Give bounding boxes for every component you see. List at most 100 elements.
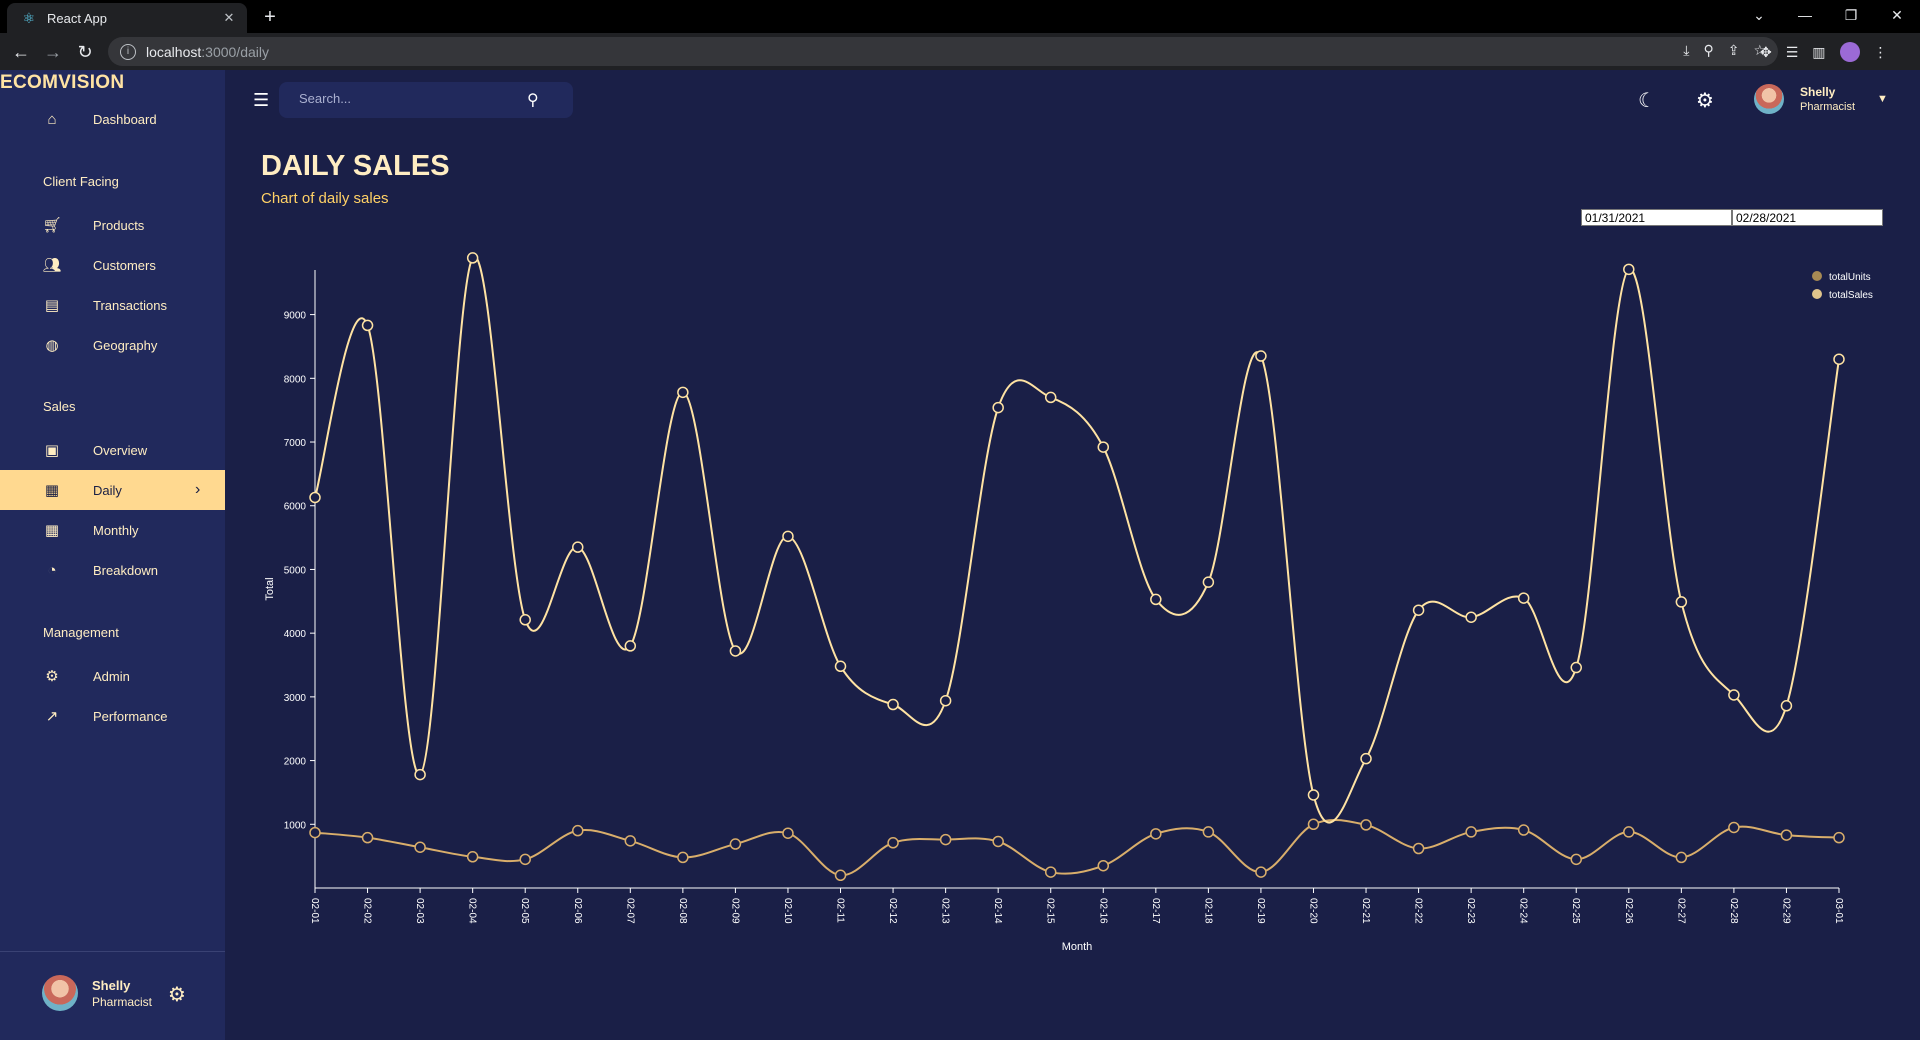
data-point-totalUnits[interactable] bbox=[1780, 829, 1793, 841]
data-point-totalSales[interactable] bbox=[414, 768, 426, 781]
search-input[interactable] bbox=[299, 91, 519, 106]
window-close-icon[interactable]: ✕ bbox=[1891, 7, 1903, 23]
sidebar-item-dashboard[interactable]: ⌂ Dashboard bbox=[0, 99, 225, 139]
tab-search-icon[interactable]: ⌄ bbox=[1753, 7, 1765, 23]
data-point-totalSales[interactable] bbox=[309, 491, 321, 504]
data-point-totalUnits[interactable] bbox=[361, 831, 374, 844]
data-point-totalUnits[interactable] bbox=[992, 835, 1004, 848]
data-point-totalSales[interactable] bbox=[834, 660, 847, 673]
sidebar-item-performance[interactable]: ↗ Performance bbox=[0, 696, 225, 736]
site-info-icon[interactable]: i bbox=[120, 43, 136, 60]
side-panel-icon[interactable]: ▥ bbox=[1812, 43, 1826, 60]
data-point-totalSales[interactable] bbox=[1675, 596, 1688, 608]
data-point-totalUnits[interactable] bbox=[1517, 824, 1530, 836]
bookmark-star-icon[interactable]: ☆ bbox=[1753, 42, 1766, 58]
back-icon[interactable]: ← bbox=[12, 42, 30, 62]
data-point-totalUnits[interactable] bbox=[1307, 818, 1320, 831]
data-point-totalUnits[interactable] bbox=[1412, 842, 1425, 855]
data-point-totalUnits[interactable] bbox=[414, 841, 426, 853]
arrow-drop-down-icon[interactable]: ▼ bbox=[1877, 93, 1888, 105]
data-point-totalUnits[interactable] bbox=[1097, 859, 1110, 872]
data-point-totalSales[interactable] bbox=[1728, 689, 1740, 701]
data-point-totalUnits[interactable] bbox=[309, 826, 321, 839]
settings-gear-icon[interactable]: ⚙ bbox=[168, 984, 186, 1006]
data-point-totalSales[interactable] bbox=[466, 252, 479, 264]
restore-icon[interactable]: ❐ bbox=[1844, 7, 1858, 23]
legend-label[interactable]: totalSales bbox=[1829, 290, 1873, 301]
data-point-totalUnits[interactable] bbox=[887, 837, 899, 849]
data-point-totalUnits[interactable] bbox=[939, 833, 952, 846]
url-bar[interactable]: i localhost:3000/daily ⤓ ⚲ ⇪ ☆ bbox=[108, 37, 1778, 66]
data-point-totalUnits[interactable] bbox=[519, 853, 531, 866]
share-icon[interactable]: ⇪ bbox=[1727, 42, 1740, 58]
data-point-totalUnits[interactable] bbox=[834, 869, 847, 882]
data-point-totalSales[interactable] bbox=[729, 645, 742, 657]
top-user-menu[interactable]: Shelly Pharmacist ▼ bbox=[1754, 84, 1888, 114]
data-point-totalUnits[interactable] bbox=[466, 851, 479, 863]
sidebar-item-transactions[interactable]: ▤ Transactions bbox=[0, 285, 225, 325]
data-point-totalUnits[interactable] bbox=[677, 851, 689, 864]
data-point-totalSales[interactable] bbox=[1780, 700, 1793, 712]
menu-icon[interactable]: ☰ bbox=[253, 90, 270, 110]
data-point-totalUnits[interactable] bbox=[1255, 866, 1267, 878]
data-point-totalSales[interactable] bbox=[1202, 576, 1215, 588]
settings-icon[interactable]: ⚙ bbox=[1696, 90, 1714, 112]
data-point-totalUnits[interactable] bbox=[782, 827, 794, 839]
data-point-totalSales[interactable] bbox=[1570, 661, 1582, 674]
data-point-totalSales[interactable] bbox=[939, 694, 952, 707]
data-point-totalSales[interactable] bbox=[782, 530, 794, 543]
data-point-totalUnits[interactable] bbox=[1833, 831, 1845, 844]
data-point-totalSales[interactable] bbox=[887, 698, 899, 711]
sidebar-item-breakdown[interactable]: ◔ Breakdown bbox=[0, 550, 225, 590]
install-app-icon[interactable]: ⤓ bbox=[1683, 42, 1690, 58]
data-point-totalSales[interactable] bbox=[1833, 353, 1845, 365]
new-tab-icon[interactable]: + bbox=[264, 6, 276, 28]
data-point-totalSales[interactable] bbox=[1623, 263, 1635, 276]
sidebar-item-daily[interactable]: ▦ Daily › bbox=[0, 470, 225, 510]
data-point-totalSales[interactable] bbox=[361, 319, 374, 332]
legend-label[interactable]: totalUnits bbox=[1829, 272, 1871, 283]
data-point-totalSales[interactable] bbox=[1465, 611, 1477, 623]
end-date-input[interactable] bbox=[1732, 209, 1883, 226]
data-point-totalSales[interactable] bbox=[519, 614, 531, 626]
start-date-input[interactable] bbox=[1581, 209, 1732, 226]
dark-mode-moon-icon[interactable]: ☾ bbox=[1638, 90, 1656, 112]
data-point-totalUnits[interactable] bbox=[1570, 853, 1582, 866]
data-point-totalUnits[interactable] bbox=[1150, 828, 1162, 840]
data-point-totalUnits[interactable] bbox=[572, 824, 584, 837]
data-point-totalUnits[interactable] bbox=[1728, 821, 1740, 834]
data-point-totalUnits[interactable] bbox=[1675, 851, 1688, 864]
data-point-totalUnits[interactable] bbox=[1465, 826, 1477, 838]
data-point-totalUnits[interactable] bbox=[1623, 826, 1635, 838]
profile-avatar-icon[interactable] bbox=[1839, 42, 1860, 62]
data-point-totalSales[interactable] bbox=[1412, 604, 1425, 616]
sidebar-item-geography[interactable]: ◍ Geography bbox=[0, 325, 225, 365]
data-point-totalSales[interactable] bbox=[572, 541, 584, 553]
browser-menu-icon[interactable]: ⋮ bbox=[1873, 43, 1888, 60]
data-point-totalUnits[interactable] bbox=[1360, 819, 1372, 831]
reload-icon[interactable]: ↻ bbox=[77, 42, 93, 62]
brand-logo[interactable]: ECOMVISION bbox=[0, 72, 125, 93]
minimize-icon[interactable]: — bbox=[1798, 7, 1812, 23]
data-point-totalSales[interactable] bbox=[1044, 391, 1057, 404]
data-point-totalSales[interactable] bbox=[677, 386, 689, 399]
data-point-totalUnits[interactable] bbox=[624, 835, 637, 847]
data-point-totalUnits[interactable] bbox=[729, 838, 742, 850]
zoom-icon[interactable]: ⚲ bbox=[1703, 42, 1714, 58]
data-point-totalSales[interactable] bbox=[1097, 441, 1110, 453]
reading-list-icon[interactable]: ☰ bbox=[1785, 43, 1799, 60]
data-point-totalSales[interactable] bbox=[992, 401, 1004, 414]
sidebar-item-overview[interactable]: ▣ Overview bbox=[0, 430, 225, 470]
forward-icon[interactable]: → bbox=[44, 42, 62, 62]
data-point-totalSales[interactable] bbox=[1307, 789, 1320, 801]
sidebar-item-products[interactable]: 🛒︎ Products bbox=[0, 205, 225, 245]
close-tab-icon[interactable]: ✕ bbox=[223, 10, 235, 25]
data-point-totalUnits[interactable] bbox=[1202, 826, 1215, 838]
data-point-totalSales[interactable] bbox=[1360, 752, 1372, 765]
data-point-totalSales[interactable] bbox=[624, 640, 637, 652]
data-point-totalSales[interactable] bbox=[1517, 592, 1530, 604]
data-point-totalSales[interactable] bbox=[1150, 593, 1162, 606]
data-point-totalSales[interactable] bbox=[1255, 350, 1267, 362]
extensions-icon[interactable]: ✥ bbox=[1760, 43, 1772, 60]
browser-tab[interactable]: ⚛ React App ✕ bbox=[7, 3, 247, 33]
